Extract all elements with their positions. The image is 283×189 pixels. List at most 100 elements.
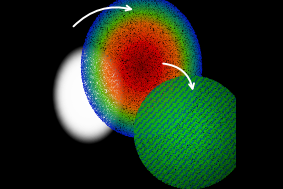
Point bbox=[160, 160, 165, 163]
Point bbox=[226, 160, 231, 163]
Point bbox=[198, 108, 203, 112]
Point bbox=[119, 100, 123, 103]
Point bbox=[138, 135, 142, 138]
Point bbox=[190, 148, 195, 151]
Point bbox=[136, 115, 141, 118]
Point bbox=[174, 20, 178, 23]
Point bbox=[101, 13, 106, 16]
Point bbox=[193, 81, 198, 84]
Point bbox=[134, 77, 138, 80]
Point bbox=[157, 131, 162, 134]
Point bbox=[162, 17, 167, 20]
Point bbox=[165, 172, 170, 175]
Point bbox=[164, 18, 168, 21]
Point bbox=[179, 57, 184, 60]
Point bbox=[79, 62, 84, 65]
Point bbox=[158, 72, 162, 75]
Point bbox=[111, 81, 115, 84]
Point bbox=[161, 77, 165, 80]
Point bbox=[162, 55, 167, 58]
Point bbox=[157, 8, 162, 11]
Point bbox=[209, 132, 214, 136]
Point bbox=[133, 126, 138, 129]
Point bbox=[123, 30, 128, 33]
Point bbox=[162, 89, 167, 92]
Point bbox=[141, 133, 145, 136]
Point bbox=[168, 58, 173, 61]
Point bbox=[168, 44, 172, 47]
Point bbox=[137, 136, 142, 139]
Point bbox=[185, 28, 189, 31]
Point bbox=[142, 144, 147, 147]
Point bbox=[135, 5, 140, 9]
Point bbox=[186, 49, 190, 52]
Point bbox=[86, 83, 90, 86]
Point bbox=[201, 86, 206, 89]
Point bbox=[130, 24, 135, 27]
Point bbox=[135, 49, 140, 52]
Point bbox=[234, 132, 238, 135]
Point bbox=[233, 102, 237, 105]
Point bbox=[224, 157, 229, 160]
Point bbox=[186, 147, 190, 150]
Point bbox=[115, 42, 119, 45]
Point bbox=[163, 131, 167, 134]
Point bbox=[189, 87, 193, 90]
Point bbox=[104, 77, 109, 80]
Point bbox=[213, 168, 217, 171]
Point bbox=[108, 63, 113, 66]
Point bbox=[89, 28, 93, 31]
Point bbox=[160, 102, 164, 105]
Point bbox=[161, 22, 166, 25]
Point bbox=[179, 118, 183, 121]
Point bbox=[175, 163, 180, 166]
Point bbox=[215, 95, 220, 98]
Point bbox=[150, 104, 155, 107]
Point bbox=[160, 135, 164, 138]
Point bbox=[133, 71, 138, 74]
Point bbox=[112, 120, 116, 123]
Point bbox=[231, 136, 235, 139]
Point bbox=[215, 134, 219, 137]
Point bbox=[173, 91, 177, 94]
Point bbox=[116, 12, 121, 15]
Point bbox=[194, 35, 199, 38]
Point bbox=[160, 121, 164, 124]
Point bbox=[128, 125, 132, 128]
Point bbox=[155, 74, 160, 77]
Point bbox=[185, 108, 190, 111]
Point bbox=[162, 180, 167, 183]
Point bbox=[162, 111, 166, 114]
Point bbox=[167, 111, 171, 114]
Point bbox=[166, 101, 170, 104]
Point bbox=[218, 178, 222, 181]
Point bbox=[173, 179, 177, 182]
Point bbox=[110, 3, 115, 6]
Point bbox=[145, 112, 150, 115]
Point bbox=[220, 85, 224, 88]
Point bbox=[139, 118, 144, 121]
Point bbox=[167, 92, 172, 95]
Point bbox=[95, 52, 100, 55]
Point bbox=[124, 132, 129, 135]
Point bbox=[108, 45, 112, 48]
Point bbox=[224, 174, 229, 177]
Point bbox=[202, 103, 207, 106]
Point bbox=[237, 104, 242, 107]
Point bbox=[164, 53, 169, 57]
Point bbox=[167, 108, 171, 112]
Point bbox=[118, 62, 123, 65]
Point bbox=[139, 143, 143, 146]
Point bbox=[218, 108, 222, 111]
Point bbox=[140, 136, 145, 139]
Point bbox=[200, 185, 205, 188]
Point bbox=[97, 77, 102, 80]
Point bbox=[83, 51, 88, 54]
Point bbox=[210, 133, 215, 136]
Point bbox=[101, 38, 106, 41]
Point bbox=[134, 133, 139, 136]
Point bbox=[93, 32, 98, 35]
Point bbox=[222, 120, 226, 123]
Point bbox=[166, 90, 170, 93]
Point bbox=[93, 63, 97, 66]
